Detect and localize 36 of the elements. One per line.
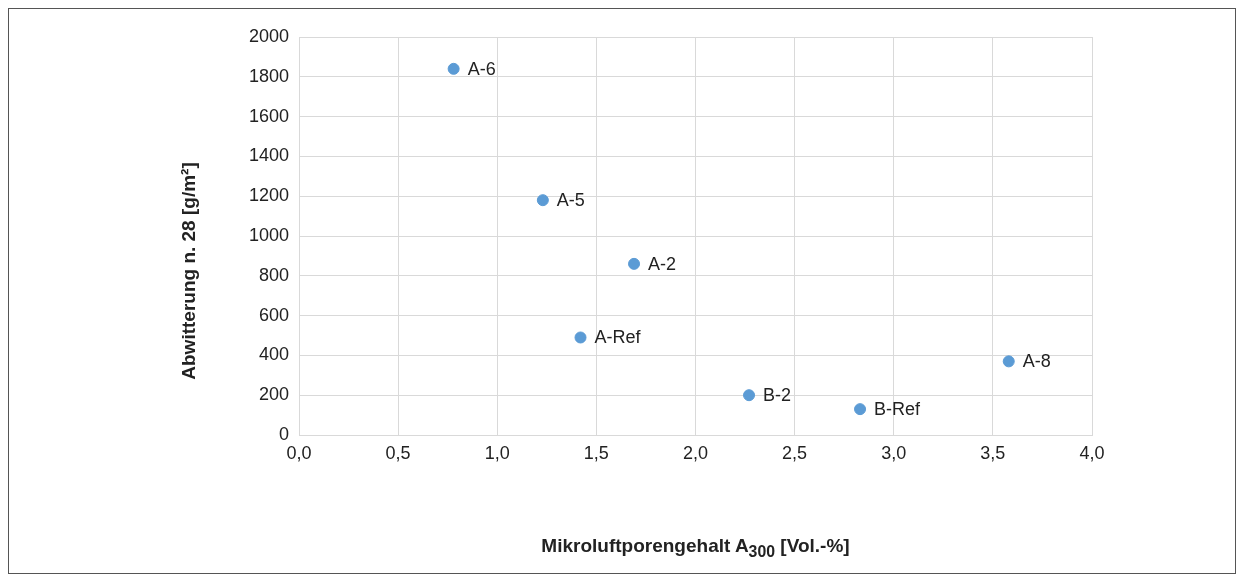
- point: [854, 403, 867, 416]
- y-tick-label: 600: [258, 304, 289, 325]
- x-tick-label: 0,0: [286, 442, 312, 463]
- x-tick-label: 1,5: [583, 442, 609, 463]
- y-tick-label: 1000: [248, 224, 289, 245]
- y-tick-label: 200: [258, 384, 289, 405]
- x-tick-label: 1,0: [484, 442, 510, 463]
- y-tick-label: 2000: [248, 25, 289, 46]
- y-tick-label: 1200: [248, 185, 289, 206]
- x-axis-title: Mikroluftporengehalt A$_{300}$ [Vol.-%]: [540, 535, 851, 561]
- x-tick-label: 2,5: [782, 442, 808, 463]
- point: [628, 257, 641, 270]
- annotation: A-Ref: [594, 327, 642, 348]
- annotation: A-6: [467, 58, 496, 79]
- y-axis-title: Abwitterung n. 28 [g/m²]: [178, 162, 200, 380]
- point: [743, 389, 756, 402]
- annotation: A-2: [648, 253, 677, 274]
- annotation: A-8: [1022, 351, 1051, 372]
- point: [574, 331, 587, 344]
- annotation: B-2: [763, 385, 792, 406]
- x-tick-label: 3,0: [881, 442, 907, 463]
- point: [447, 62, 460, 75]
- y-tick-label: 1800: [248, 65, 289, 86]
- y-tick-label: 0: [278, 423, 289, 444]
- point: [536, 194, 549, 207]
- annotation: A-5: [556, 190, 585, 211]
- y-tick-label: 800: [258, 264, 289, 285]
- x-tick-label: 2,0: [682, 442, 709, 463]
- x-tick-label: 3,5: [980, 442, 1006, 463]
- x-tick-label: 4,0: [1079, 442, 1105, 463]
- y-tick-label: 1600: [248, 105, 289, 126]
- y-tick-label: 1400: [248, 145, 289, 166]
- x-tick-label: 0,5: [385, 442, 411, 463]
- y-tick-label: 400: [258, 344, 289, 365]
- annotation: B-Ref: [874, 399, 922, 420]
- point: [1002, 355, 1015, 368]
